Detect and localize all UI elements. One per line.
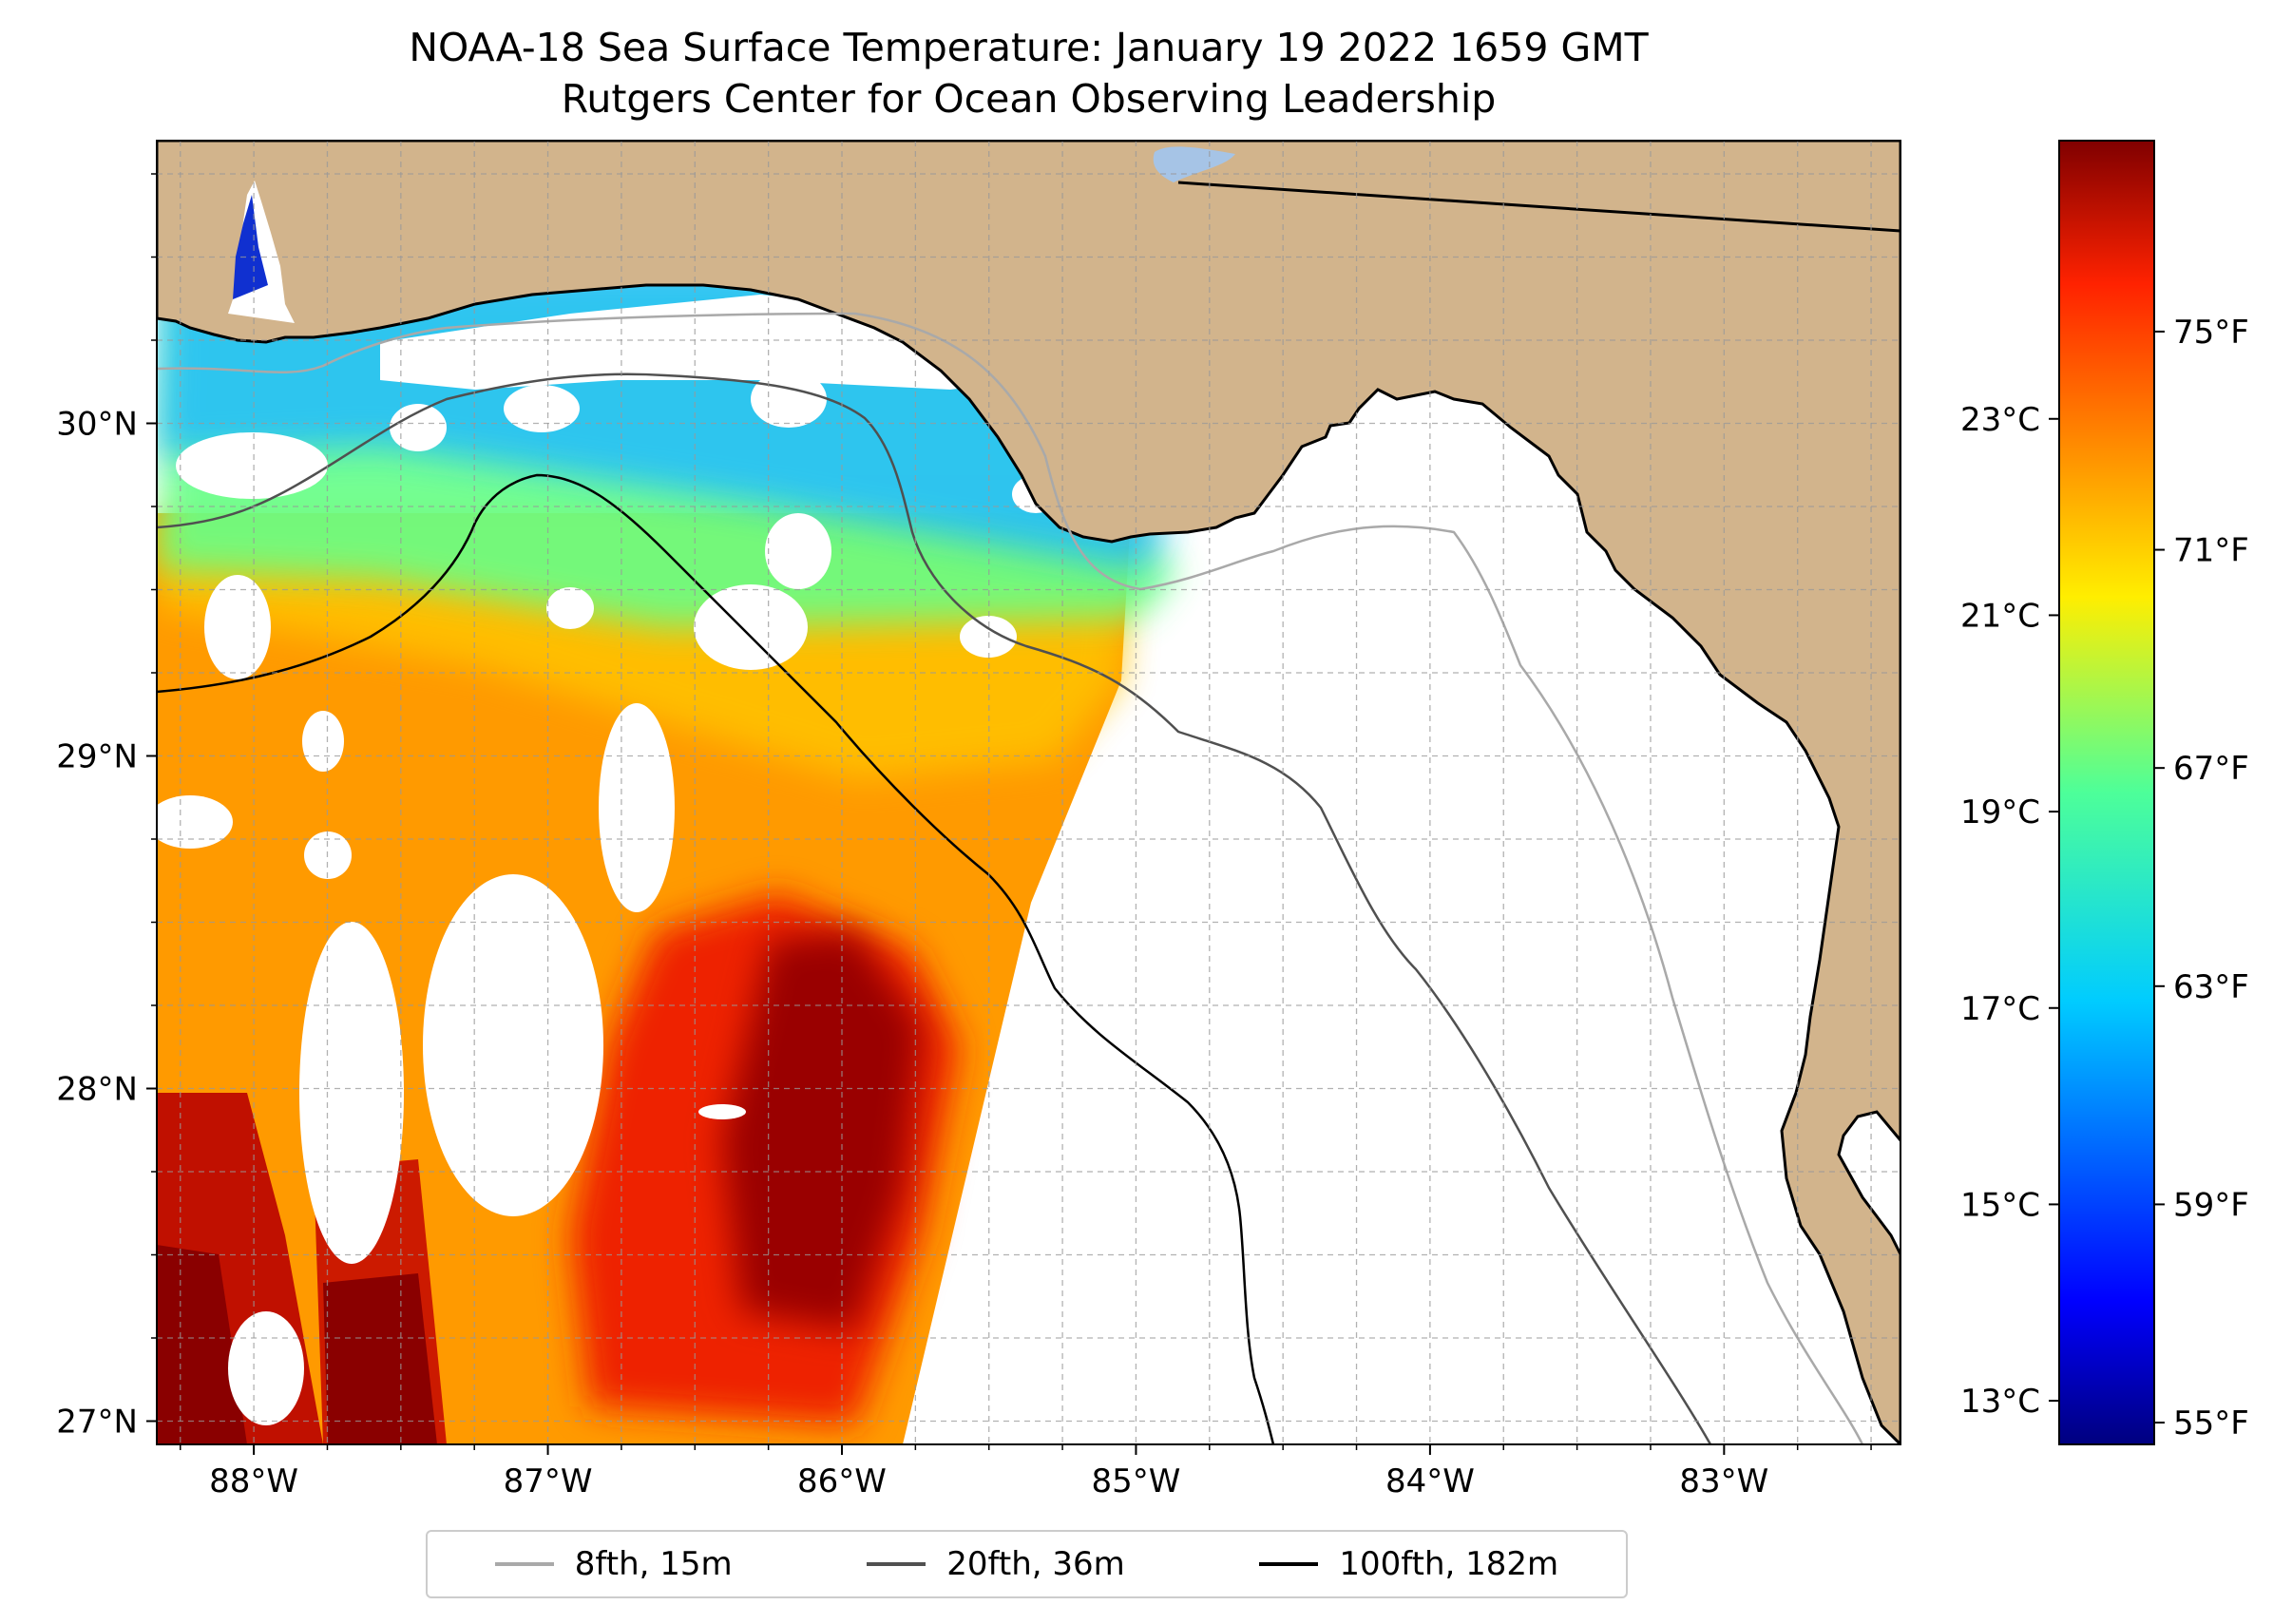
colorbar-f-label: 63°F [2173,968,2249,1006]
legend-label-20fth: 20fth, 36m [946,1545,1125,1583]
sst-hottest-core [722,931,922,1330]
legend-item-20fth: 20fth, 36m [867,1545,1125,1583]
lat-tick-label: 27°N [56,1404,138,1442]
coastline [157,141,1900,1444]
colorbar-f-label: 75°F [2173,314,2249,352]
cloud-gap [299,922,404,1264]
legend-label-100fth: 100fth, 182m [1339,1545,1559,1583]
cloud-gap [960,616,1017,658]
lon-tick-label: 84°W [1385,1462,1475,1500]
axis-ticks: 88°W 87°W 86°W 85°W 84°W 83°W 30°N 29°N 28°N 27°N [56,173,1872,1500]
colorbar [2058,140,2155,1445]
colorbar-c-label: 19°C [1960,793,2040,831]
cloud-gap [176,432,328,499]
colorbar-c-label: 17°C [1960,990,2040,1028]
mobile-bay-sst [233,195,268,299]
colorbar-c-label: 13°C [1960,1383,2040,1421]
lat-tick-label: 29°N [56,738,138,776]
map-frame [156,140,1901,1445]
cloud-gap [390,404,447,451]
lat-tick-label: 30°N [56,406,138,444]
colorbar-c-label: 15°C [1960,1186,2040,1224]
isobath-20fth [157,373,1712,1444]
colorbar-f-label: 67°F [2173,750,2249,788]
cloud-gap [546,587,594,629]
legend-item-8fth: 8fth, 15m [494,1545,733,1583]
colorbar-f-label: 55°F [2173,1404,2249,1442]
legend-label-8fth: 8fth, 15m [574,1545,733,1583]
legend-swatch-20fth [867,1562,926,1566]
cloud-gap [228,1311,304,1425]
isobaths [157,312,1864,1444]
cloud-gap [504,385,580,432]
lon-tick-label: 85°W [1092,1462,1181,1500]
sst-hottest-west [157,1245,247,1444]
chart-subtitle: Rutgers Center for Ocean Observing Leade… [561,76,1497,122]
gridlines [157,141,1900,1444]
cloud-gap [423,874,603,1216]
state-boundary [1177,181,1900,233]
isobath-8fth [157,312,1864,1444]
chart-title: NOAA-18 Sea Surface Temperature: January… [409,25,1649,70]
legend-swatch-100fth [1259,1562,1319,1566]
legend-item-100fth: 100fth, 182m [1259,1545,1558,1583]
cloud-gap [302,711,344,772]
cloud-gap [599,703,675,912]
lon-tick-label: 86°W [797,1462,887,1500]
lon-tick-label: 87°W [504,1462,593,1500]
colorbar-f-label: 59°F [2173,1186,2249,1224]
lon-tick-label: 83°W [1679,1462,1768,1500]
lat-tick-label: 28°N [56,1071,138,1109]
cloud-gap [204,575,271,679]
cloud-gap [694,584,808,670]
cloud-gap [698,1104,746,1119]
colorbar-c-label: 21°C [1960,597,2040,635]
isobath-legend: 8fth, 15m 20fth, 36m 100fth, 182m [426,1530,1628,1598]
cloud-gap [765,513,831,589]
isobath-100fth [157,473,1275,1444]
colorbar-ticks: 75°F 71°F 67°F 63°F 59°F 55°F 23°C 21°C 19°C 17°C… [1960,314,2249,1442]
sst-hottest-west2 [323,1273,437,1444]
lon-tick-label: 88°W [209,1462,298,1500]
legend-swatch-8fth [494,1562,554,1566]
colorbar-c-label: 23°C [1960,401,2040,439]
colorbar-f-label: 71°F [2173,532,2249,570]
cloud-gap [157,795,233,849]
